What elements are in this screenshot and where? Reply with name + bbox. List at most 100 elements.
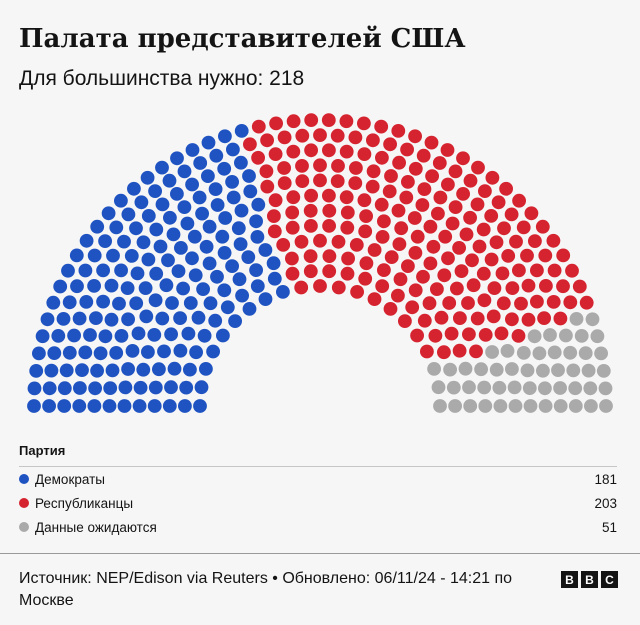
seat-republican <box>408 283 423 298</box>
seat-republican <box>476 222 491 237</box>
seat-democrat <box>53 279 68 294</box>
seat-democrat <box>29 364 44 378</box>
seat-democrat <box>157 344 171 359</box>
seat-democrat <box>189 345 204 360</box>
seat-democrat <box>180 216 195 231</box>
seat-republican <box>384 250 399 264</box>
seat-republican <box>384 169 398 183</box>
seat-republican <box>556 248 571 263</box>
seat-democrat <box>234 123 249 138</box>
seat-democrat <box>109 346 124 360</box>
seat-republican <box>407 211 422 225</box>
seat-democrat <box>117 234 131 249</box>
seat-republican <box>495 266 510 281</box>
seat-republican <box>434 310 449 325</box>
seat-republican <box>268 147 283 162</box>
seat-republican <box>375 150 389 165</box>
seat-democrat <box>155 311 170 326</box>
seat-republican <box>489 235 504 250</box>
seat-democrat <box>42 399 56 413</box>
hemicycle-chart <box>27 113 613 413</box>
seat-democrat <box>87 279 101 293</box>
seat-democrat <box>121 362 135 376</box>
seat-democrat <box>183 296 198 310</box>
seat-democrat <box>258 292 273 306</box>
legend-divider <box>19 466 617 467</box>
seat-republican <box>339 114 354 129</box>
seat-republican <box>330 128 345 143</box>
seat-republican <box>340 205 355 220</box>
seat-democrat <box>90 219 105 234</box>
seat-republican <box>340 266 355 281</box>
seat-democrat <box>201 135 216 150</box>
seat-republican <box>505 281 520 295</box>
seat-democrat <box>173 311 188 325</box>
seat-republican <box>313 279 327 293</box>
seat-democrat <box>225 175 240 189</box>
seat-pending <box>462 380 476 395</box>
seat-republican <box>520 248 534 263</box>
seat-republican <box>357 147 372 162</box>
seat-democrat <box>218 211 233 225</box>
seat-democrat <box>32 346 46 361</box>
seat-democrat <box>210 269 224 284</box>
seat-republican <box>295 159 309 173</box>
seat-democrat <box>98 234 112 249</box>
seat-democrat <box>174 241 188 255</box>
seat-democrat <box>147 328 162 342</box>
seat-republican <box>504 207 519 222</box>
seat-republican <box>383 137 397 152</box>
seat-republican <box>303 203 318 218</box>
seat-democrat <box>203 296 218 311</box>
logo-letter: C <box>601 571 618 588</box>
seat-democrat <box>250 230 265 244</box>
seat-democrat <box>69 248 84 263</box>
seat-republican <box>521 278 536 293</box>
seat-republican <box>485 170 500 185</box>
seat-pending <box>553 381 567 395</box>
seat-democrat <box>159 278 174 293</box>
seat-pending <box>566 363 581 378</box>
seat-republican <box>286 190 301 205</box>
seat-republican <box>304 188 318 203</box>
seat-pending <box>458 361 473 376</box>
seat-republican <box>394 221 409 236</box>
seat-republican <box>535 219 550 234</box>
seat-democrat <box>72 399 87 413</box>
seat-democrat <box>79 295 94 309</box>
seat-democrat <box>117 399 132 413</box>
seat-republican <box>268 193 283 208</box>
seat-democrat <box>40 312 55 327</box>
seat-republican <box>463 173 478 188</box>
seat-democrat <box>258 243 273 257</box>
seat-democrat <box>104 278 119 293</box>
seat-republican <box>423 219 438 234</box>
seat-republican <box>539 279 553 293</box>
seat-republican <box>530 294 544 309</box>
seat-democrat <box>191 310 206 325</box>
seat-democrat <box>133 380 148 395</box>
seat-democrat <box>181 326 196 341</box>
seat-republican <box>466 278 481 293</box>
seat-republican <box>303 249 318 263</box>
seat-democrat <box>148 184 163 199</box>
seat-republican <box>260 133 274 148</box>
seat-democrat <box>78 263 93 278</box>
seat-republican <box>349 161 363 175</box>
seat-democrat <box>96 263 110 278</box>
seat-republican <box>432 156 447 170</box>
republicans-dot-icon <box>19 498 29 508</box>
seat-pending <box>433 399 447 413</box>
legend-value: 203 <box>594 495 617 511</box>
seat-republican <box>408 129 422 144</box>
seat-pending <box>507 380 522 395</box>
seat-democrat <box>70 279 84 294</box>
seat-republican <box>374 197 389 212</box>
seat-pending <box>443 362 457 377</box>
seat-democrat <box>249 214 263 229</box>
seat-republican <box>486 309 501 324</box>
seat-republican <box>512 193 526 208</box>
seat-democrat <box>243 184 258 199</box>
seat-democrat <box>87 248 102 263</box>
seat-republican <box>538 248 553 263</box>
